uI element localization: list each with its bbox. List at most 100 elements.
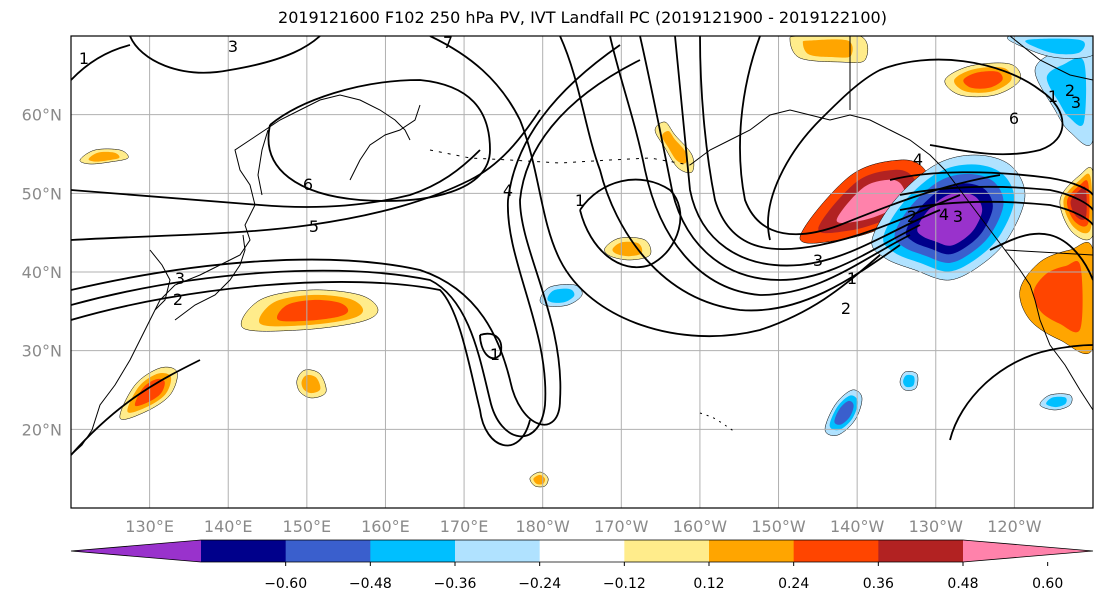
contour-label: 1 <box>847 269 857 288</box>
ivt-pc-shading <box>79 36 1093 488</box>
colorbar-swatch <box>624 540 710 562</box>
contour-label: 6 <box>303 175 313 194</box>
pv-contour <box>609 36 911 296</box>
contour-label: 2 <box>907 207 917 226</box>
colorbar-swatch <box>285 540 371 562</box>
contour-label: 2 <box>173 290 183 309</box>
pv-contour <box>129 36 321 74</box>
colorbar-tick-label: 0.24 <box>778 576 809 592</box>
colorbar-tick-label: 0.36 <box>863 576 894 592</box>
lat-tick-label: 60°N <box>22 106 62 125</box>
lon-tick-label: 180°W <box>516 517 571 536</box>
colorbar-swatch <box>370 540 456 562</box>
pv-contour <box>71 281 531 447</box>
shaded-contour-region <box>836 179 906 224</box>
colorbar-swatch <box>201 540 287 562</box>
shaded-contour-region <box>1046 57 1087 127</box>
contour-label: 2 <box>841 299 851 318</box>
pv-contour <box>889 171 1093 196</box>
japan-coastline <box>174 234 246 321</box>
pv-contour <box>899 200 1093 226</box>
lon-tick-label: 170°E <box>440 517 489 536</box>
contour-label: 3 <box>953 207 963 226</box>
pv-contours <box>71 36 1093 456</box>
pv-contour <box>989 232 1093 281</box>
lat-tick-label: 30°N <box>22 342 62 361</box>
contour-label: 1 <box>490 345 500 364</box>
lat-tick-label: 20°N <box>22 420 62 439</box>
colorbar-swatch <box>793 540 879 562</box>
contour-label: 5 <box>309 217 319 236</box>
shaded-contour-region <box>1070 186 1087 220</box>
shaded-contour-region <box>547 288 575 303</box>
shaded-contour-region <box>301 374 321 394</box>
colorbar-tick-label: 0.60 <box>1032 576 1063 592</box>
contour-label: 3 <box>228 37 238 56</box>
pv-contour <box>71 109 541 241</box>
lon-tick-label: 130°W <box>909 517 964 536</box>
colorbar-tick-label: −0.60 <box>264 576 307 592</box>
pv-contour <box>71 149 481 208</box>
contour-label: 4 <box>913 150 923 169</box>
kamchatka-coastline <box>349 104 421 181</box>
contour-label: 1 <box>79 49 89 68</box>
lon-tick-label: 160°W <box>673 517 728 536</box>
contour-label: 3 <box>1071 93 1081 112</box>
colorbar-outline <box>70 539 1094 563</box>
contour-label: 7 <box>443 33 453 52</box>
colorbar-swatch <box>878 540 964 562</box>
pv-contour <box>899 185 1093 211</box>
colorbar-swatch <box>539 540 625 562</box>
colorbar-extend-min <box>71 540 201 562</box>
colorbar-tick-label: 0.48 <box>947 576 978 592</box>
pv-contour <box>674 36 941 267</box>
pv-contour <box>767 58 1064 241</box>
pv-contour <box>429 36 881 338</box>
korea-coastline <box>149 249 171 311</box>
colorbar-tick-label: −0.48 <box>349 576 392 592</box>
pv-contour <box>267 79 491 202</box>
latitude-ticks: 60°N 50°N 40°N 30°N 20°N <box>22 106 62 440</box>
contour-label: 1 <box>575 191 585 210</box>
contour-label: 3 <box>175 269 185 288</box>
shaded-contour-region <box>903 374 915 388</box>
shaded-contour-region <box>276 299 349 322</box>
lon-tick-label: 140°W <box>830 517 885 536</box>
shaded-contour-region <box>88 151 120 162</box>
alaska-coastline <box>689 109 1093 411</box>
lon-tick-label: 160°E <box>361 517 410 536</box>
shaded-contour-region <box>1025 38 1085 55</box>
shaded-contour-region <box>1033 261 1083 333</box>
colorbar-labels: −0.60 −0.48 −0.36 −0.24 −0.12 0.12 0.24 0.36 0.4… <box>264 562 1063 592</box>
pv-contour <box>739 36 1001 236</box>
lon-tick-label: 130°E <box>125 517 174 536</box>
contour-label: 6 <box>1009 109 1019 128</box>
shaded-contour-region <box>834 400 854 425</box>
pv-contour <box>71 44 131 81</box>
shaded-contour-region <box>1046 396 1067 408</box>
colorbar-tick-label: 0.12 <box>693 576 724 592</box>
lat-tick-label: 50°N <box>22 184 62 203</box>
contour-label: 4 <box>939 205 949 224</box>
colorbar-swatch <box>709 540 795 562</box>
contour-label: 2 <box>1065 81 1075 100</box>
lon-tick-label: 140°E <box>204 517 253 536</box>
colorbar-extend-max <box>963 540 1093 562</box>
contour-label: 3 <box>813 251 823 270</box>
colorbar-tick-label: −0.36 <box>434 576 477 592</box>
lat-tick-label: 40°N <box>22 263 62 282</box>
lon-tick-label: 120°W <box>987 517 1042 536</box>
pv-contour <box>71 44 621 438</box>
pv-contour <box>559 36 901 312</box>
longitude-ticks: 130°E 140°E 150°E 160°E 170°E 180°W 170°W 160°W… <box>125 517 1041 536</box>
shaded-contour-region <box>662 130 687 164</box>
lon-tick-label: 150°E <box>283 517 332 536</box>
pv-contour <box>479 332 503 360</box>
colorbar-tick-label: −0.12 <box>603 576 646 592</box>
colorbar-tick-label: −0.24 <box>518 576 561 592</box>
gridlines <box>71 36 1093 508</box>
shaded-contour-region <box>802 39 853 58</box>
pv-contour <box>639 36 921 281</box>
lon-tick-label: 170°W <box>594 517 649 536</box>
